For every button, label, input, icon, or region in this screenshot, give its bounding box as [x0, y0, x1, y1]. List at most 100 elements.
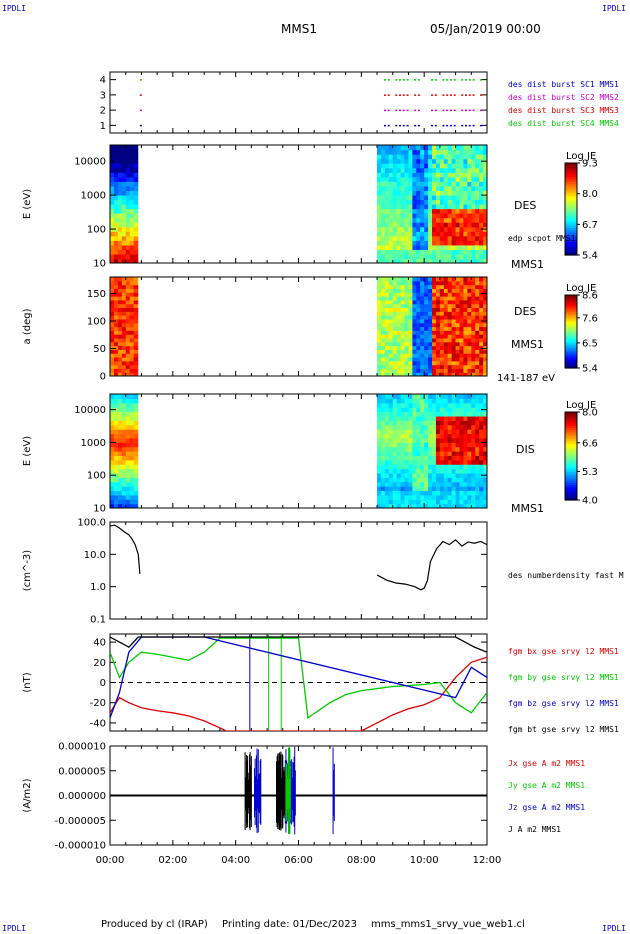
burst-mark-1	[417, 109, 420, 112]
y-tick-label-6: 0.000000	[58, 791, 106, 802]
y-axis-label-3: E (eV)	[22, 436, 33, 466]
bfield-line-1	[110, 637, 487, 720]
burst-mark-1	[449, 109, 452, 112]
y-tick-label-5: -20	[90, 698, 106, 709]
burst-mark-3	[383, 79, 386, 81]
burst-mark-0	[431, 124, 434, 127]
burst-mark-1	[468, 109, 471, 112]
legend-entry-bfield-3: fgm bt gse srvy l2 MMS1	[508, 725, 619, 734]
burst-mark-3	[453, 79, 456, 81]
burst-mark-0	[139, 124, 142, 127]
burst-mark-0	[399, 124, 402, 127]
burst-mark-0	[465, 124, 468, 127]
y-tick-label-1: 10	[93, 259, 106, 270]
panel-label-energy-range: 141-187 eV	[497, 373, 555, 384]
y-tick-label-0: 4	[100, 75, 106, 86]
y-axis-label-2: a (deg)	[22, 308, 33, 344]
bfield-lines	[110, 634, 487, 731]
burst-mark-1	[399, 109, 402, 112]
burst-mark-3	[480, 79, 483, 81]
burst-mark-1	[431, 109, 434, 112]
burst-mark-3	[414, 79, 417, 81]
colorbar-tick-label-1: 6.7	[582, 220, 598, 231]
legend-entry-current-1: Jy gse A m2 MMS1	[508, 781, 585, 790]
burst-mark-1	[453, 109, 456, 112]
burst-mark-0	[406, 124, 409, 127]
colorbar-tick-label-2: 5.4	[582, 364, 598, 375]
burst-mark-0	[402, 124, 405, 127]
date-title: 05/Jan/2019 00:00	[430, 22, 541, 36]
footer-producer: Produced by cl (IRAP)	[101, 919, 208, 930]
y-tick-label-3: 10000	[74, 405, 106, 416]
burst-mark-2	[383, 94, 386, 96]
colorbar-tick-label-1: 5.4	[582, 251, 598, 262]
burst-mark-0	[461, 124, 464, 127]
burst-mark-2	[399, 94, 402, 96]
colorbar-tick-label-2: 6.5	[582, 338, 598, 349]
footer-printing-date: Printing date: 01/Dec/2023	[222, 919, 358, 930]
burst-mark-2	[449, 94, 452, 96]
spacecraft-title: MMS1	[281, 22, 317, 36]
burst-mark-3	[406, 79, 409, 81]
burst-mark-1	[442, 109, 445, 112]
y-tick-label-2: 50	[93, 344, 106, 355]
y-tick-label-0: 1	[100, 121, 106, 132]
legend-entry-current-3: J A m2 MMS1	[508, 825, 561, 834]
density-line-seg-2	[376, 539, 488, 591]
legend-entry-bfield-0: fgm bx gse srvy l2 MMS1	[508, 647, 619, 656]
y-tick-label-3: 100	[87, 471, 106, 482]
burst-mark-3	[468, 79, 471, 81]
panel-label-mms1-c: MMS1	[511, 502, 544, 515]
y-tick-label-5: 0	[100, 678, 106, 689]
burst-mark-3	[387, 79, 390, 81]
burst-mark-0	[417, 124, 420, 127]
legend-entry-burst-2: des dist burst SC3 MMS3	[508, 106, 619, 115]
y-tick-label-4: 100.0	[77, 518, 106, 529]
burst-mark-0	[468, 124, 471, 127]
colorbar-title-2: Log JE	[566, 283, 596, 294]
x-tick-label-5: 10:00	[410, 855, 439, 866]
y-tick-label-5: 40	[93, 638, 106, 649]
footer-filename: mms_mms1_srvy_vue_web1.cl	[371, 919, 525, 930]
y-tick-label-1: 1000	[81, 191, 106, 202]
burst-mark-1	[446, 109, 449, 112]
corner-label-bottom-left: IPDLI	[2, 924, 27, 933]
burst-mark-1	[461, 109, 464, 112]
burst-mark-2	[395, 94, 398, 96]
burst-mark-2	[431, 94, 434, 96]
panel-label-mms1-a: MMS1	[511, 258, 544, 271]
legend-entry-bfield-2: fgm bz gse srvy l2 MMS1	[508, 699, 619, 708]
burst-mark-1	[480, 109, 483, 112]
burst-mark-0	[414, 124, 417, 127]
legend-entry-burst-3: des dist burst SC4 MMS4	[508, 119, 619, 128]
burst-mark-3	[402, 79, 405, 81]
burst-mark-2	[468, 94, 471, 96]
colorbar-tick-label-3: 5.3	[582, 467, 598, 478]
burst-mark-1	[402, 109, 405, 112]
legend-entry-bfield-1: fgm by gse srvy l2 MMS1	[508, 673, 619, 682]
burst-mark-0	[395, 124, 398, 127]
y-tick-label-6: -0.000010	[55, 841, 106, 852]
colorbar-tick-label-1: 8.0	[582, 189, 598, 200]
y-tick-label-0: 3	[100, 90, 106, 101]
burst-mark-2	[453, 94, 456, 96]
burst-mark-0	[442, 124, 445, 127]
y-tick-label-0: 2	[100, 106, 106, 117]
corner-label-top-right: IPDLI	[602, 4, 627, 13]
colorbar-frame-2	[564, 294, 578, 369]
x-tick-label-4: 08:00	[347, 855, 376, 866]
burst-mark-3	[472, 79, 475, 81]
y-tick-label-5: -40	[90, 718, 106, 729]
colorbar-tick-label-3: 6.6	[582, 438, 598, 449]
burst-mark-2	[414, 94, 417, 96]
burst-mark-3	[399, 79, 402, 81]
y-tick-label-6: 0.000010	[58, 742, 106, 753]
x-tick-label-6: 12:00	[473, 855, 502, 866]
burst-mark-2	[434, 94, 437, 96]
legend-entry-current-2: Jz gse A m2 MMS1	[508, 803, 585, 812]
y-tick-label-2: 100	[87, 317, 106, 328]
burst-mark-3	[449, 79, 452, 81]
colorbar-title-1: Log JE	[566, 151, 596, 162]
burst-mark-1	[139, 109, 142, 112]
